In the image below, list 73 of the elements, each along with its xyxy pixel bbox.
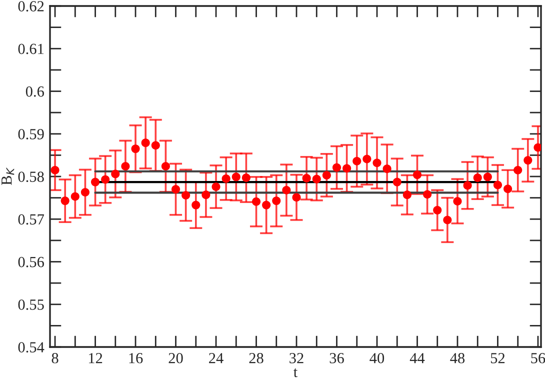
x-tick-label: 36 <box>330 353 344 364</box>
x-tick-label: 20 <box>168 352 183 364</box>
point <box>443 216 452 224</box>
y-tick-label: 0.55 <box>18 300 44 310</box>
point <box>504 184 512 194</box>
point <box>80 188 90 197</box>
y-tick-label: 0.57 <box>18 214 44 225</box>
point <box>171 185 180 194</box>
point <box>524 156 532 165</box>
point <box>423 190 432 199</box>
point <box>131 144 140 154</box>
point <box>70 192 80 201</box>
point <box>121 162 130 171</box>
point <box>382 164 392 174</box>
y-axis-title: B$_{K}$ <box>2 167 14 185</box>
point <box>312 174 321 184</box>
point <box>362 154 372 164</box>
point <box>282 186 291 194</box>
point <box>90 178 100 186</box>
y-tick-label: 0.54 <box>18 342 44 353</box>
point <box>151 141 160 150</box>
point <box>392 178 402 186</box>
x-tick-label: 56 <box>531 353 545 364</box>
y-tick-label: 0.62 <box>18 1 44 12</box>
point <box>483 172 492 182</box>
point <box>232 172 240 182</box>
point <box>493 180 502 190</box>
point <box>161 162 170 171</box>
point <box>473 174 482 182</box>
x-tick-label: 8 <box>52 352 58 364</box>
y-tick-label: 0.59 <box>18 129 44 140</box>
point <box>412 170 422 180</box>
y-tick-label: 0.56 <box>18 256 44 268</box>
point <box>352 156 362 166</box>
point <box>453 196 462 206</box>
x-tick-label: 32 <box>290 353 304 364</box>
x-axis-title: t <box>294 368 298 378</box>
point <box>262 200 271 210</box>
point <box>202 190 210 200</box>
point <box>514 166 522 174</box>
y-tick-label: 0.6 <box>26 86 44 97</box>
point <box>322 170 331 180</box>
point <box>212 182 220 192</box>
x-tick-label: 52 <box>490 353 505 364</box>
x-tick-label: 48 <box>450 352 465 364</box>
point <box>50 166 60 174</box>
point <box>302 174 311 182</box>
x-tick-label: 12 <box>88 353 102 364</box>
point <box>292 193 301 202</box>
point <box>60 196 70 206</box>
point <box>332 163 342 172</box>
y-tick-label: 0.61 <box>18 44 44 54</box>
y-tick-label: 0.58 <box>18 172 44 182</box>
x-tick-label: 44 <box>410 353 425 364</box>
point <box>372 158 382 168</box>
point <box>433 206 442 214</box>
x-tick-label: 28 <box>249 352 264 364</box>
x-tick-label: 24 <box>209 353 224 364</box>
x-tick-label: 16 <box>129 353 143 364</box>
point <box>252 197 261 206</box>
point <box>242 174 250 182</box>
x-tick-label: 40 <box>370 352 384 364</box>
point <box>101 175 110 184</box>
point <box>463 181 472 190</box>
point <box>111 170 120 178</box>
point <box>342 164 352 173</box>
point <box>182 190 190 200</box>
point <box>192 200 200 210</box>
point <box>402 190 412 200</box>
point <box>534 143 541 152</box>
point <box>272 196 281 206</box>
point <box>222 174 230 183</box>
point <box>141 138 150 148</box>
